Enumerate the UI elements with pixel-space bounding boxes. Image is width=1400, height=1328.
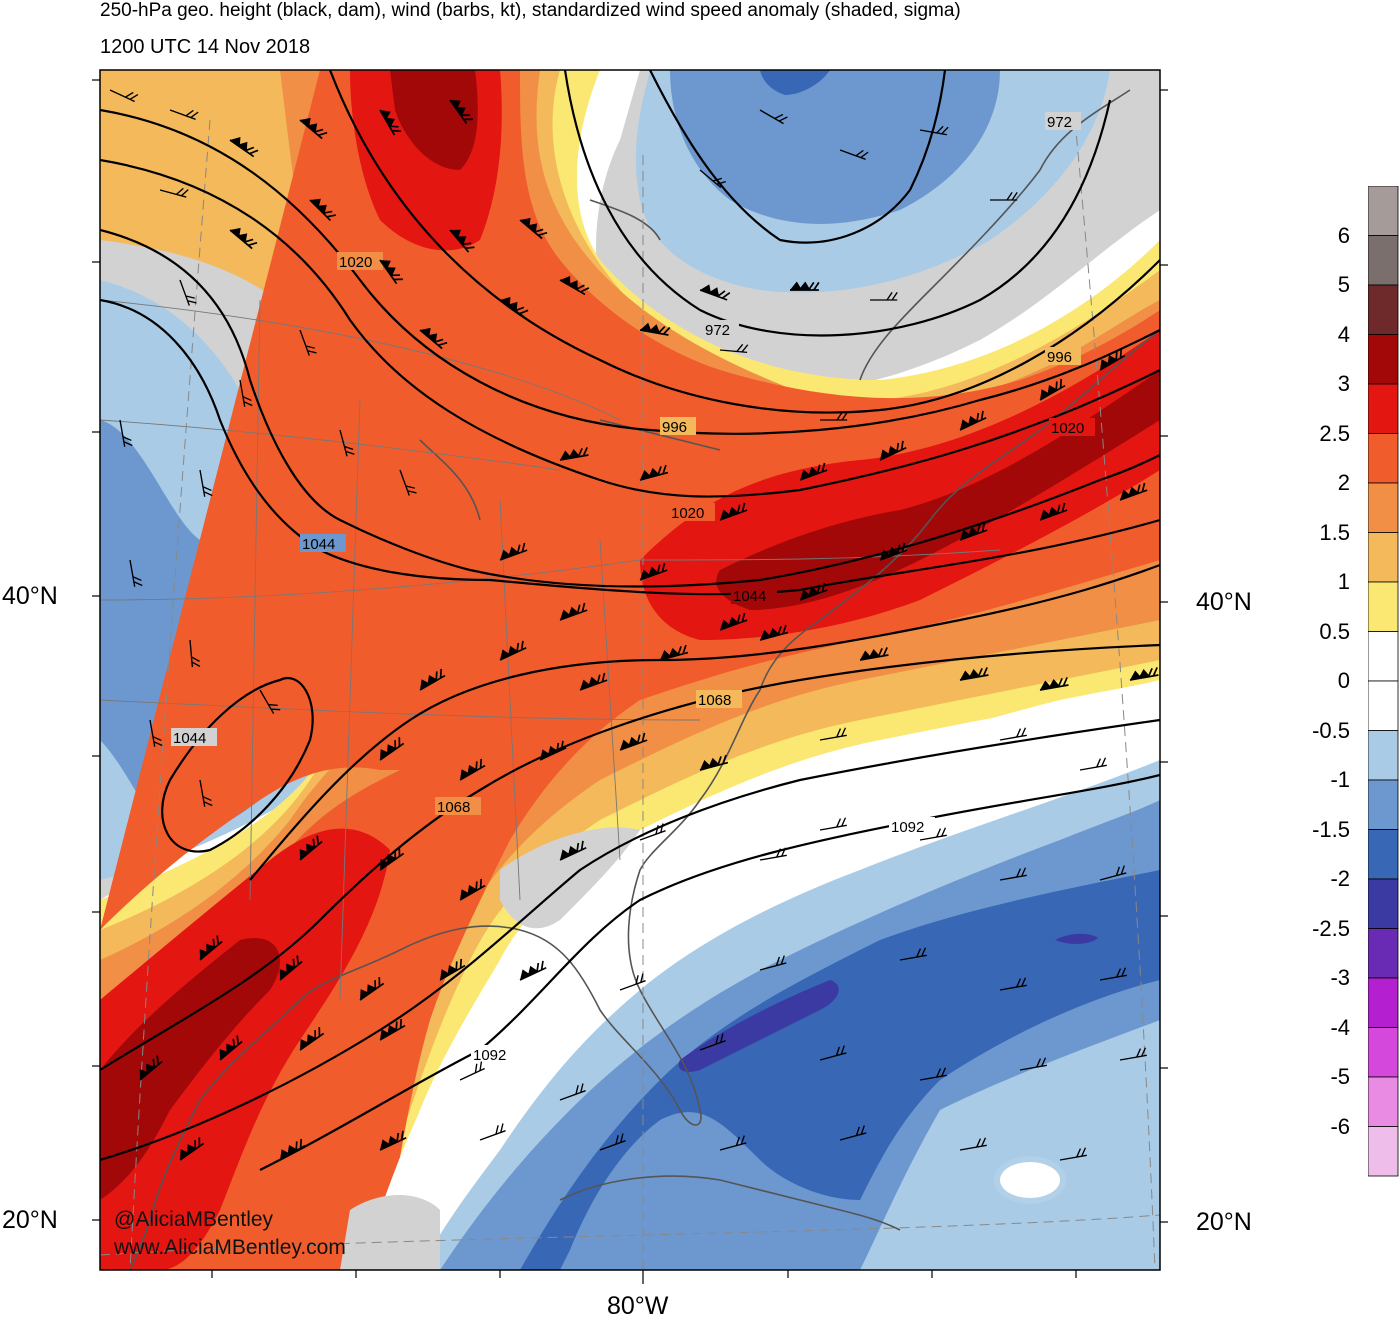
- colorbar-label: -4: [1330, 1014, 1350, 1040]
- colorbar-label: -2: [1330, 866, 1350, 891]
- colorbar-swatch: [1368, 581, 1399, 632]
- contour-1020-a: [100, 158, 1160, 498]
- contour-1092-a: [100, 718, 1160, 1162]
- contour-1092-b: [259, 773, 1160, 1171]
- contour-label: 1092: [891, 819, 924, 836]
- lat-label-20-right: 20°N: [1196, 1208, 1252, 1236]
- contour-996-a: [328, 70, 1160, 414]
- map-frame: [99, 69, 1161, 1271]
- map-title: 250-hPa geo. height (black, dam), wind (…: [100, 0, 961, 21]
- colorbar-label: 2: [1337, 470, 1350, 495]
- contour-label: 972: [705, 322, 730, 339]
- graticule: [100, 119, 1160, 1270]
- lat-label-20-left: 20°N: [2, 1206, 58, 1234]
- colorbar-swatch: [1368, 186, 1399, 236]
- map-field: 972 972 996 996 1020 1020 1020 1044 1044…: [100, 70, 1160, 1270]
- contour-972-north: [649, 70, 947, 244]
- colorbar-label: 1.5: [1319, 519, 1350, 545]
- anomaly-jet-darkred-north: [390, 70, 478, 170]
- colorbar-swatch: [1368, 928, 1399, 979]
- contour-labels: 972 972 996 996 1020 1020 1020 1044 1044…: [171, 112, 1095, 1064]
- colorbar-swatch: [1368, 680, 1399, 731]
- colorbar-label: 0: [1337, 668, 1350, 693]
- anomaly-jet-red-orange: [100, 70, 1160, 1270]
- tick-marks: [92, 79, 1168, 1284]
- contour-label: 996: [1047, 349, 1072, 366]
- lat-label-40-right: 40°N: [1196, 588, 1252, 616]
- colorbar-swatch: [1368, 383, 1399, 434]
- colorbar-swatch: [1368, 235, 1399, 286]
- colorbar-swatch: [1368, 433, 1399, 484]
- colorbar-label: 5: [1337, 272, 1350, 297]
- anomaly-south-indigo-small: [1055, 933, 1098, 944]
- colorbar: [1368, 186, 1399, 1177]
- anomaly-jet-darkred-east: [716, 370, 1160, 610]
- colorbar-label: -1.5: [1312, 816, 1350, 842]
- contour-1068-b: [100, 643, 1160, 1071]
- anomaly-atlantic-white-core: [1000, 1162, 1060, 1198]
- anomaly-south-indigo: [678, 980, 839, 1072]
- contour-972: [563, 70, 1112, 337]
- lat-label-40-left: 40°N: [2, 582, 58, 610]
- contour-label: 1092: [473, 1047, 506, 1064]
- colorbar-label: 0.5: [1319, 618, 1350, 644]
- anomaly-north-darkblue: [760, 70, 830, 95]
- colorbar-swatch: [1368, 482, 1399, 533]
- height-contours: [100, 70, 1160, 1171]
- anomaly-neutral-yucatan: [340, 1195, 440, 1270]
- contour-1044: [100, 298, 1160, 596]
- anomaly-jet-darkred-southwest: [100, 938, 280, 1200]
- lon-label-80w: 80°W: [607, 1292, 669, 1320]
- contour-label: 1044: [302, 536, 335, 553]
- colorbar-label: 2.5: [1319, 420, 1350, 446]
- contour-label: 972: [1047, 114, 1072, 131]
- contour-label: 996: [662, 419, 687, 436]
- colorbar-swatch: [1368, 1027, 1399, 1078]
- colorbar-label: -2.5: [1312, 915, 1350, 941]
- colorbar-label: 3: [1337, 371, 1350, 396]
- contour-label: 1020: [1051, 420, 1084, 437]
- colorbar-label: -1: [1330, 767, 1350, 792]
- anomaly-jet-red-southwest: [100, 828, 390, 1270]
- colorbar-swatch: [1368, 779, 1399, 830]
- anomaly-south-darkblue: [520, 870, 1160, 1270]
- political-boundaries: [100, 299, 1001, 1001]
- contour-1044-closed: [161, 677, 314, 853]
- colorbar-swatch: [1368, 631, 1399, 682]
- contour-996-b: [100, 108, 1160, 435]
- colorbar-swatch: [1368, 977, 1399, 1028]
- colorbar-label: -0.5: [1312, 717, 1350, 743]
- colorbar-swatch: [1368, 878, 1399, 929]
- colorbar-swatch: [1368, 284, 1399, 335]
- colorbar-swatch: [1368, 532, 1399, 583]
- valid-time: 1200 UTC 14 Nov 2018: [100, 36, 311, 58]
- credit-handle: @AliciaMBentley: [114, 1208, 274, 1231]
- colorbar-swatch: [1368, 334, 1399, 385]
- credit-website: www.AliciaMBentley.com: [114, 1236, 346, 1259]
- contour-label: 1044: [733, 588, 766, 605]
- colorbar-label: -3: [1330, 965, 1350, 990]
- colorbar-label: 4: [1337, 321, 1350, 347]
- colorbar-swatch: [1368, 1126, 1399, 1177]
- colorbar-swatch: [1368, 1076, 1399, 1127]
- colorbar-label: -5: [1330, 1064, 1350, 1089]
- contour-label: 1068: [698, 692, 731, 709]
- contour-label: 1044: [173, 730, 206, 747]
- colorbar-label: 1: [1337, 569, 1350, 594]
- colorbar-label: 6: [1337, 222, 1350, 248]
- contour-1020-b: [100, 228, 1160, 588]
- colorbar-swatch: [1368, 829, 1399, 880]
- contour-1068-a: [249, 563, 1160, 881]
- colorbar-label: -6: [1330, 1113, 1350, 1139]
- contour-label: 1020: [671, 505, 704, 522]
- anomaly-north-blue: [670, 70, 1000, 224]
- colorbar-swatch: [1368, 730, 1399, 781]
- contour-label: 1020: [339, 254, 372, 271]
- contour-label: 1068: [437, 799, 470, 816]
